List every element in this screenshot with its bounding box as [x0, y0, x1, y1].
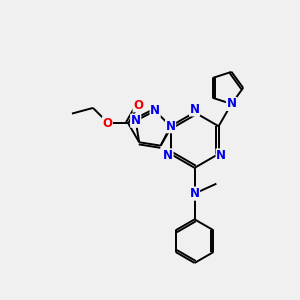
Text: N: N — [131, 114, 141, 127]
Text: O: O — [102, 117, 112, 130]
Text: N: N — [190, 103, 200, 116]
Text: O: O — [133, 99, 143, 112]
Text: N: N — [163, 149, 173, 162]
Text: N: N — [216, 149, 226, 162]
Text: N: N — [226, 98, 236, 110]
Text: N: N — [150, 104, 160, 117]
Text: N: N — [166, 120, 176, 133]
Text: N: N — [190, 187, 200, 200]
